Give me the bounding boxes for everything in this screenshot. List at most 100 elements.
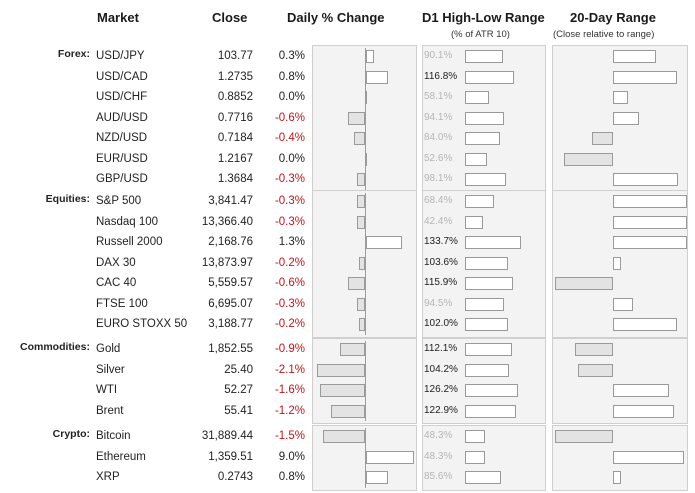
daily-change-value: -0.3% [274, 297, 305, 310]
market-name[interactable]: Ethereum [96, 450, 146, 463]
d1-range-bar [465, 343, 512, 356]
header-20day-range: 20-Day Range [570, 10, 656, 25]
d1-range-value: 104.2% [424, 363, 458, 375]
change-bar [356, 173, 365, 186]
daily-change-value: 0.3% [278, 50, 305, 62]
group-label: Commodities: [19, 341, 90, 353]
close-value: 25.40 [224, 363, 253, 376]
d1-range-bar [465, 152, 487, 166]
header-20day-range-sub: (Close relative to range) [553, 29, 655, 40]
range20-bar [613, 111, 639, 125]
range20-bar [555, 277, 613, 290]
d1-range-value: 90.1% [424, 50, 453, 61]
zero-axis [365, 341, 366, 421]
header-d1-range-sub: (% of ATR 10) [451, 29, 510, 40]
range20-bar [613, 195, 687, 208]
market-name[interactable]: XRP [96, 471, 120, 483]
header-close: Close [212, 10, 248, 25]
d1-range-bar [465, 236, 521, 249]
market-name[interactable]: NZD/USD [96, 132, 148, 144]
d1-range-value: 94.5% [424, 297, 453, 309]
close-value: 3,188.77 [208, 318, 253, 330]
d1-range-bar [465, 91, 490, 104]
change-bar [339, 343, 365, 356]
d1-range-value: 116.8% [424, 70, 458, 82]
d1-range-value: 85.6% [424, 471, 453, 482]
range20-bar [578, 363, 613, 377]
d1-range-value: 115.9% [424, 277, 458, 288]
d1-range-bar [465, 111, 505, 125]
market-name[interactable]: USD/JPY [96, 50, 145, 62]
d1-range-value: 58.1% [424, 91, 453, 102]
change-bar [365, 91, 367, 104]
d1-range-bar [465, 404, 517, 418]
daily-change-value: -0.4% [274, 132, 305, 144]
change-bar [366, 70, 389, 84]
d1-range-bar [465, 277, 514, 290]
close-value: 31,889.44 [201, 430, 253, 442]
close-value: 1.2735 [217, 70, 253, 83]
market-name[interactable]: GBP/USD [96, 173, 148, 185]
group-label: Crypto: [52, 428, 90, 440]
market-name[interactable]: EUR/USD [96, 152, 148, 165]
d1-range-value: 68.4% [424, 195, 453, 206]
d1-range-value: 122.9% [424, 404, 458, 416]
change-bar [365, 152, 367, 166]
change-bar [356, 195, 365, 208]
market-name[interactable]: FTSE 100 [96, 297, 148, 310]
daily-change-value: -0.3% [274, 195, 305, 207]
market-name[interactable]: Russell 2000 [96, 236, 163, 248]
daily-change-value: -0.2% [274, 256, 305, 269]
close-value: 0.7184 [217, 132, 253, 144]
market-name[interactable]: DAX 30 [96, 256, 136, 269]
market-name[interactable]: S&P 500 [96, 195, 142, 207]
change-bar [353, 132, 365, 145]
change-bar [348, 277, 365, 290]
range20-bar [555, 430, 613, 443]
change-bar [348, 111, 365, 125]
market-name[interactable]: EURO STOXX 50 [96, 318, 188, 330]
close-value: 1,852.55 [208, 343, 253, 355]
range20-bar [613, 297, 633, 311]
range20-bar [613, 404, 674, 418]
zero-axis [365, 428, 366, 488]
close-value: 0.7716 [217, 111, 253, 124]
close-value: 55.41 [224, 404, 253, 417]
daily-change-value: -0.6% [274, 277, 305, 289]
market-name[interactable]: Nasdaq 100 [96, 215, 159, 228]
market-name[interactable]: Brent [96, 404, 124, 417]
d1-range-value: 112.1% [424, 343, 458, 354]
market-name[interactable]: Gold [96, 343, 121, 355]
change-bar [356, 297, 365, 311]
d1-range-bar [465, 471, 501, 484]
market-name[interactable]: WTI [96, 384, 118, 396]
d1-range-bar [465, 363, 509, 377]
d1-range-value: 103.6% [424, 256, 458, 268]
market-name[interactable]: USD/CAD [96, 70, 148, 83]
range20-bar [613, 256, 621, 270]
market-name[interactable]: Silver [96, 363, 125, 376]
d1-range-bar [465, 256, 509, 270]
market-name[interactable]: USD/CHF [96, 91, 148, 103]
close-value: 52.27 [224, 384, 253, 396]
d1-range-bar [465, 195, 494, 208]
change-bar [366, 50, 375, 63]
range20-bar [575, 343, 613, 356]
range20-bar [613, 450, 685, 464]
range20-bar [613, 384, 670, 397]
d1-range-value: 84.0% [424, 132, 453, 143]
market-name[interactable]: Bitcoin [96, 430, 131, 442]
zero-axis [365, 48, 366, 190]
d1-range-bar [465, 50, 503, 63]
market-name[interactable]: AUD/USD [96, 111, 148, 124]
daily-change-value: 0.0% [278, 91, 305, 103]
range20-bar [613, 70, 677, 84]
daily-change-value: 0.0% [278, 152, 305, 165]
close-value: 6,695.07 [208, 297, 253, 310]
market-name[interactable]: CAC 40 [96, 277, 137, 289]
close-value: 13,873.97 [201, 256, 253, 269]
daily-change-value: -1.6% [274, 384, 305, 396]
daily-change-value: -0.9% [274, 343, 305, 355]
close-value: 1,359.51 [208, 450, 253, 463]
change-bar [331, 404, 365, 418]
